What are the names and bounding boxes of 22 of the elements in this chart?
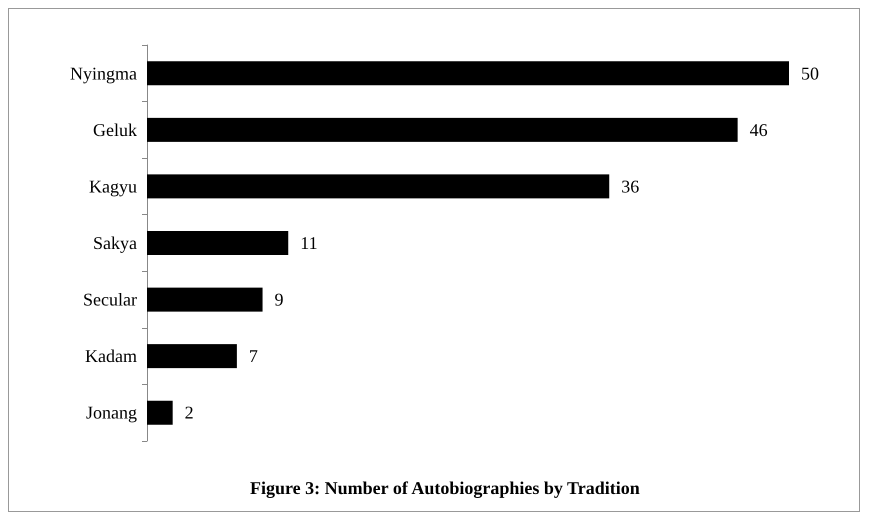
data-label: 11 xyxy=(300,233,318,253)
data-label: 9 xyxy=(274,290,284,310)
bar xyxy=(147,400,173,425)
data-label: 50 xyxy=(801,63,819,84)
y-tick-label: Kagyu xyxy=(89,176,137,196)
y-tick-label: Kadam xyxy=(85,346,137,366)
y-tick-label: Sakya xyxy=(93,233,137,253)
bar xyxy=(147,344,237,368)
text: Figure 3: Number of Autobiographies by Tradition xyxy=(250,478,640,498)
data-label: 2 xyxy=(184,402,194,423)
y-tick-label: Geluk xyxy=(93,120,137,140)
data-label: 46 xyxy=(750,120,768,140)
data-label: 7 xyxy=(248,346,258,366)
y-tick-label: Secular xyxy=(83,290,137,310)
bar xyxy=(147,118,738,142)
y-tick-label: Jonang xyxy=(86,402,137,423)
bar xyxy=(147,174,610,198)
bar xyxy=(147,61,789,86)
bar xyxy=(147,288,263,312)
y-tick-label: Nyingma xyxy=(70,63,137,84)
bar xyxy=(147,231,288,255)
data-label: 36 xyxy=(621,176,640,196)
